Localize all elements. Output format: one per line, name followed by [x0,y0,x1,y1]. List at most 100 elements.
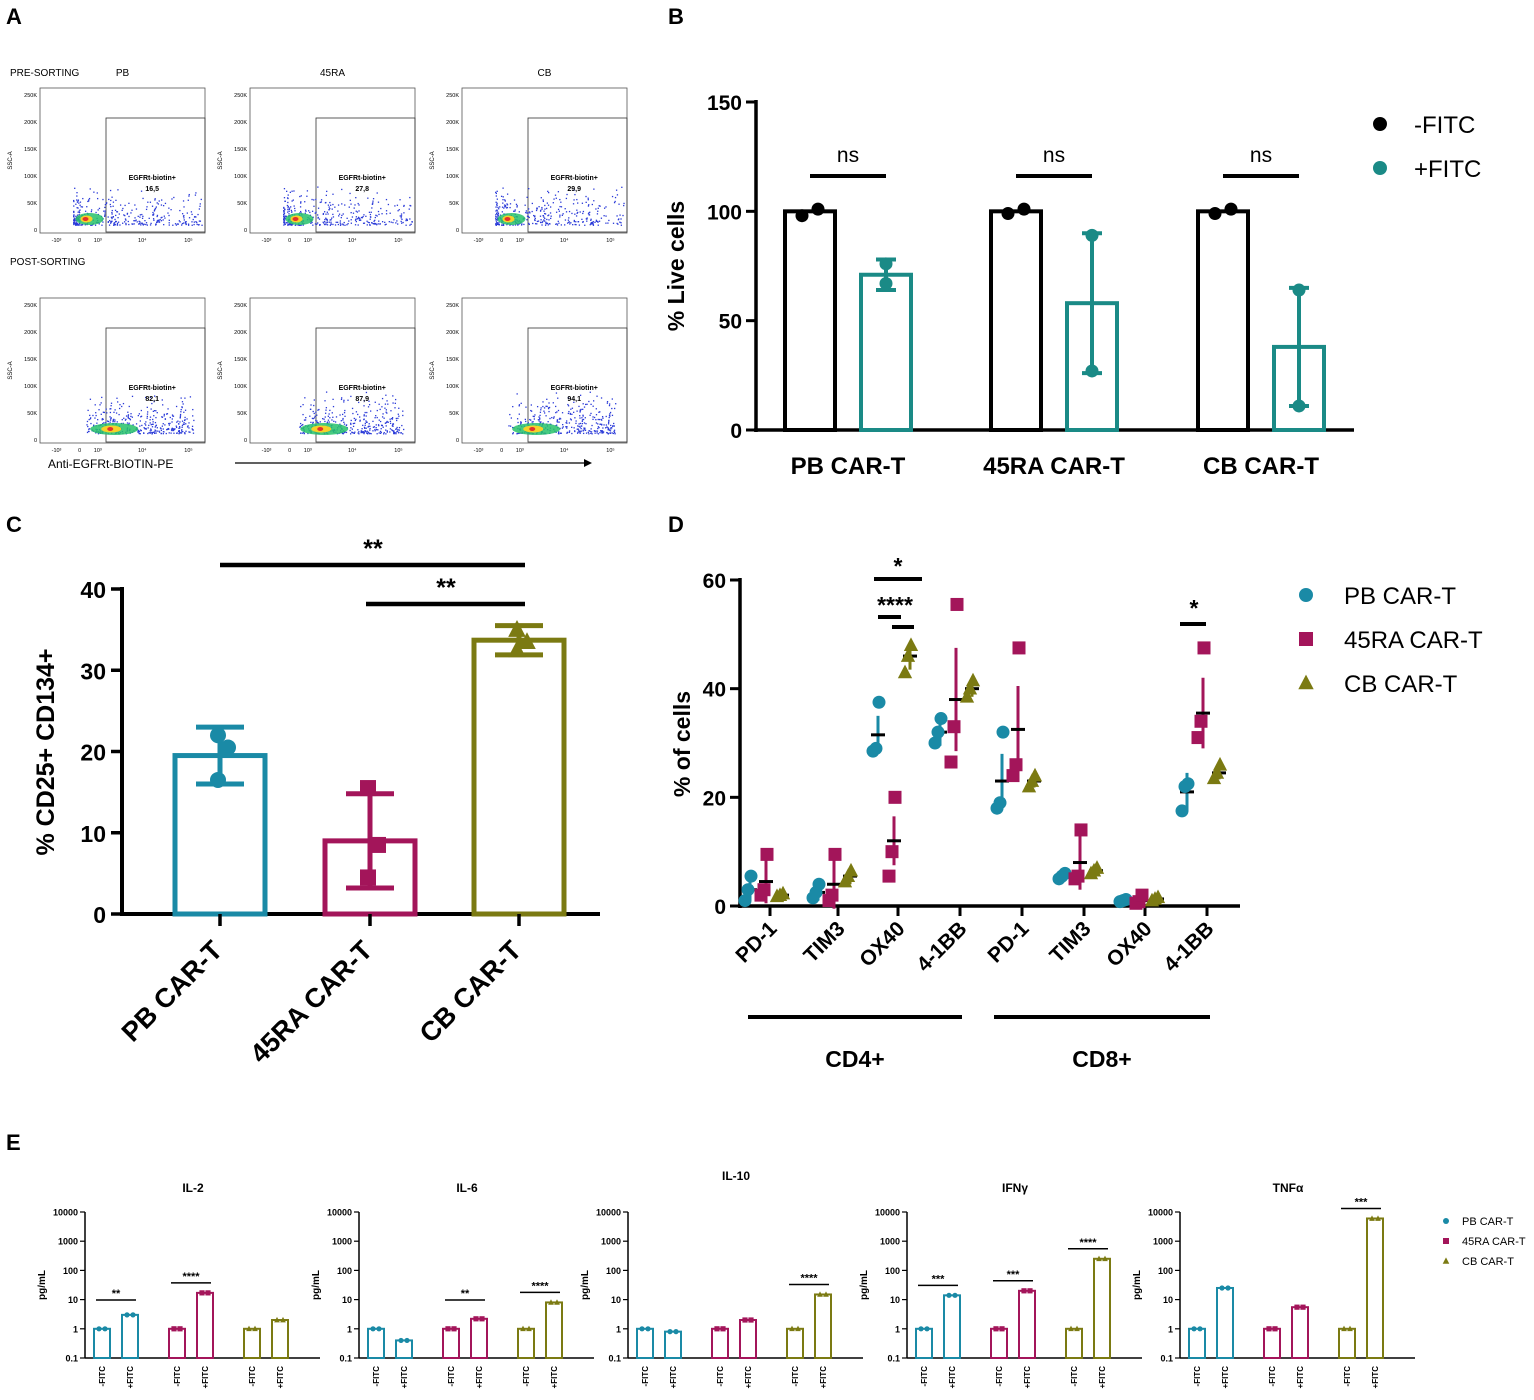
event-dot [597,426,600,428]
event-dot [347,222,349,225]
event-dot [88,197,91,200]
event-dot [565,211,568,213]
event-dot [291,224,293,226]
event-dot [613,430,615,433]
event-dot [304,212,306,214]
data-point [950,597,964,611]
event-dot [541,224,543,226]
event-dot [568,217,570,219]
event-dot [102,411,105,413]
significance-label: ns [837,144,859,167]
event-dot [610,428,612,430]
x-tick-label: 0 [78,238,81,244]
event-dot [573,411,575,413]
event-dot [330,204,332,206]
event-dot [306,195,308,197]
event-dot [383,433,385,435]
event-dot [597,224,599,226]
event-dot [395,428,397,430]
event-dot [506,203,508,205]
event-dot [501,224,503,226]
event-dot [327,213,329,215]
event-dot [544,220,546,222]
event-dot [595,419,597,421]
event-dot [283,218,286,220]
event-dot [100,413,102,415]
event-dot [592,222,594,224]
event-dot [538,206,540,208]
event-dot [179,413,182,416]
event-dot [324,420,326,423]
event-dot [536,207,538,209]
event-dot [602,432,604,434]
event-dot [180,408,182,411]
event-dot [136,221,138,223]
event-dot [568,410,570,413]
event-dot [363,431,366,433]
event-dot [587,197,589,199]
legend-marker [1443,1238,1449,1244]
event-dot [540,219,542,221]
event-dot [287,201,289,204]
event-dot [583,406,586,408]
event-dot [595,408,597,410]
event-dot [129,419,132,421]
event-dot [316,414,318,416]
event-dot [304,419,307,421]
event-dot [158,200,160,202]
event-dot [613,431,616,434]
event-dot [504,199,506,201]
event-dot [116,211,119,213]
event-dot [141,213,143,216]
x-tick-label: -FITC [641,1366,650,1387]
event-dot [498,208,500,210]
event-dot [196,223,198,226]
event-dot [126,213,129,215]
event-dot [375,214,377,216]
x-tick-label: 45RA CAR-T [983,453,1125,480]
x-tick-label: -FITC [995,1366,1004,1387]
data-point [1181,777,1195,791]
event-dot [376,192,378,194]
event-dot [124,214,126,217]
event-dot [191,213,193,216]
event-dot [587,213,590,215]
event-dot [152,431,154,433]
event-dot [532,222,534,225]
event-dot [331,217,333,219]
event-dot [370,433,372,435]
event-dot [122,402,125,405]
event-dot [611,432,613,434]
event-dot [592,416,594,418]
data-point [931,725,945,739]
event-dot [409,218,411,220]
event-dot [566,431,569,434]
event-dot [128,223,130,226]
event-dot [593,200,595,202]
event-dot [398,426,401,429]
y-tick-label: 10 [68,1295,78,1305]
event-dot [558,222,560,224]
bar-fitc [989,209,1043,432]
event-dot [527,422,529,424]
y-tick-label: 1 [616,1324,621,1334]
event-dot [187,223,190,225]
event-dot [184,432,186,434]
event-dot [77,211,79,213]
column-label-pb: PB [116,68,130,79]
y-tick-label: 10 [80,821,106,847]
y-tick-label: 10000 [327,1208,352,1218]
x-tick-label: OX40 [855,917,909,971]
event-dot [590,218,592,220]
event-dot [525,420,527,423]
event-dot [119,224,121,226]
event-dot [560,432,562,434]
event-dot [354,219,357,221]
event-dot [498,223,500,226]
event-dot [101,224,103,226]
x-tick-label: 0 [500,238,503,244]
bar [395,1339,413,1359]
event-dot [151,432,153,435]
event-dot [339,414,341,416]
